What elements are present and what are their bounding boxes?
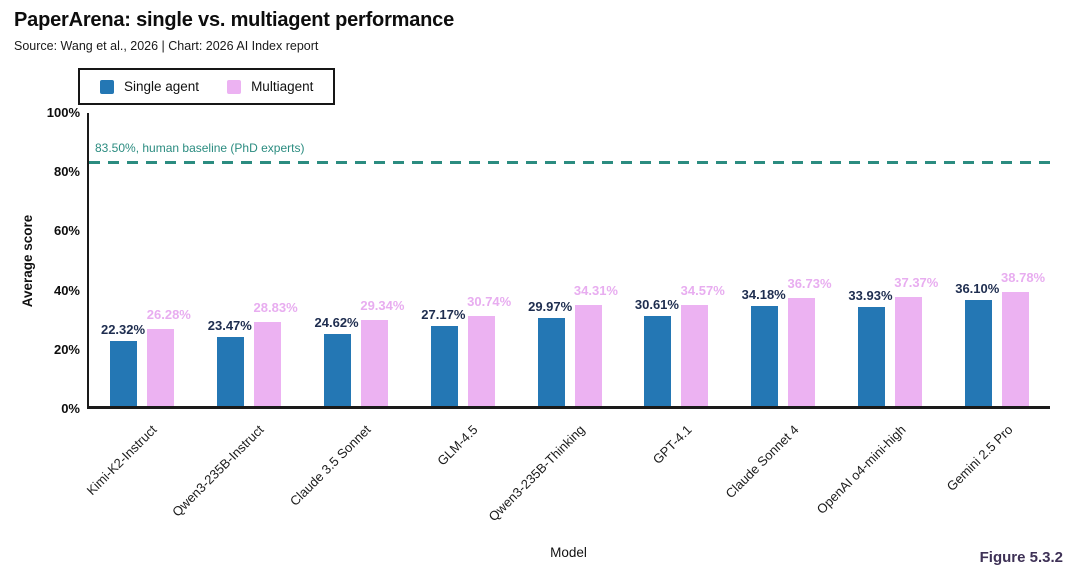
- legend-item-multiagent: Multiagent: [227, 79, 313, 94]
- bar-value-label: 29.97%: [528, 299, 573, 315]
- bar-value-label: 34.57%: [680, 282, 725, 298]
- bar-value-label: 22.32%: [100, 321, 146, 337]
- figure-number: Figure 5.3.2: [979, 549, 1063, 566]
- bar-value-label: 23.47%: [207, 318, 252, 334]
- bar-single-agent: 29.97%: [528, 299, 572, 406]
- bar-multiagent: 28.83%: [254, 300, 298, 406]
- bar-value-label: 36.73%: [787, 276, 832, 292]
- bar-group: 34.18% 36.73%: [730, 113, 837, 406]
- y-tick-label: 100%: [46, 105, 80, 120]
- bar-multiagent: 30.74%: [467, 294, 511, 406]
- bar-single-agent: 36.10%: [955, 281, 999, 406]
- legend-item-single-agent: Single agent: [100, 79, 199, 94]
- y-tick-label: 0%: [61, 401, 80, 416]
- y-tick-label: 80%: [53, 164, 80, 180]
- bar-value-label: 27.17%: [421, 307, 466, 323]
- bar-single-agent: 33.93%: [848, 288, 893, 406]
- bar-multiagent: 37.37%: [894, 275, 938, 406]
- chart-source: Source: Wang et al., 2026 | Chart: 2026 …: [14, 39, 319, 53]
- bar-group: 29.97% 34.31%: [516, 113, 623, 406]
- bar-value-label: 26.28%: [146, 307, 191, 322]
- legend-label: Multiagent: [251, 79, 314, 94]
- bar-group: 23.47% 28.83%: [196, 113, 303, 406]
- bar-single-agent: 30.61%: [635, 297, 679, 406]
- bar-single-agent: 34.18%: [742, 287, 786, 406]
- x-axis-ticks: Kimi-K2-Instruct Qwen3-235B-Instruct Claud…: [83, 412, 1050, 552]
- human-baseline-label: 83.50%, human baseline (PhD experts): [95, 140, 305, 155]
- y-tick-label: 40%: [53, 282, 80, 298]
- bar-value-label: 33.93%: [848, 287, 893, 303]
- bar-value-label: 30.61%: [634, 297, 679, 313]
- bar-value-label: 34.31%: [573, 283, 618, 299]
- bar-value-label: 37.37%: [894, 274, 939, 290]
- bar-value-label: 36.10%: [955, 281, 1000, 297]
- bar-value-label: 38.78%: [1001, 270, 1046, 286]
- bar-multiagent: 36.73%: [787, 276, 832, 406]
- bar-value-label: 30.74%: [467, 293, 512, 309]
- bar-multiagent: 38.78%: [1001, 270, 1045, 406]
- bar-single-agent: 24.62%: [315, 315, 359, 406]
- x-axis-title: Model: [550, 545, 587, 560]
- human-baseline-line: [89, 160, 1050, 164]
- bar-group: 27.17% 30.74%: [409, 113, 516, 406]
- legend-label: Single agent: [124, 79, 200, 94]
- bar-single-agent: 23.47%: [208, 318, 252, 406]
- bar-value-label: 29.34%: [360, 298, 405, 314]
- legend: Single agent Multiagent: [78, 68, 336, 105]
- legend-swatch: [227, 79, 242, 94]
- y-axis-title: Average score: [20, 214, 35, 308]
- bar-value-label: 24.62%: [314, 314, 359, 330]
- bar-group: 22.32% 26.28%: [89, 113, 196, 406]
- bar-single-agent: 22.32%: [101, 322, 145, 406]
- chart-title: PaperArena: single vs. multiagent perfor…: [14, 9, 455, 31]
- y-tick-label: 60%: [53, 223, 80, 239]
- bar-multiagent: 34.57%: [681, 283, 725, 406]
- bar-multiagent: 29.34%: [360, 298, 404, 406]
- plot-area: 22.32% 26.28% 23.47% 28.83% 24.62% 29.34% 27.1…: [87, 113, 1050, 409]
- bar-multiagent: 34.31%: [574, 283, 618, 406]
- bar-group: 30.61% 34.57%: [623, 113, 730, 406]
- legend-swatch: [100, 79, 114, 94]
- bar-value-label: 34.18%: [741, 286, 786, 302]
- y-tick-label: 20%: [53, 341, 80, 357]
- bar-multiagent: 26.28%: [147, 307, 191, 406]
- bar-group: 36.10% 38.78%: [943, 113, 1050, 406]
- bar-group: 33.93% 37.37%: [836, 113, 943, 406]
- bar-single-agent: 27.17%: [421, 307, 465, 406]
- bar-value-label: 28.83%: [253, 299, 298, 315]
- bar-group: 24.62% 29.34%: [303, 113, 410, 406]
